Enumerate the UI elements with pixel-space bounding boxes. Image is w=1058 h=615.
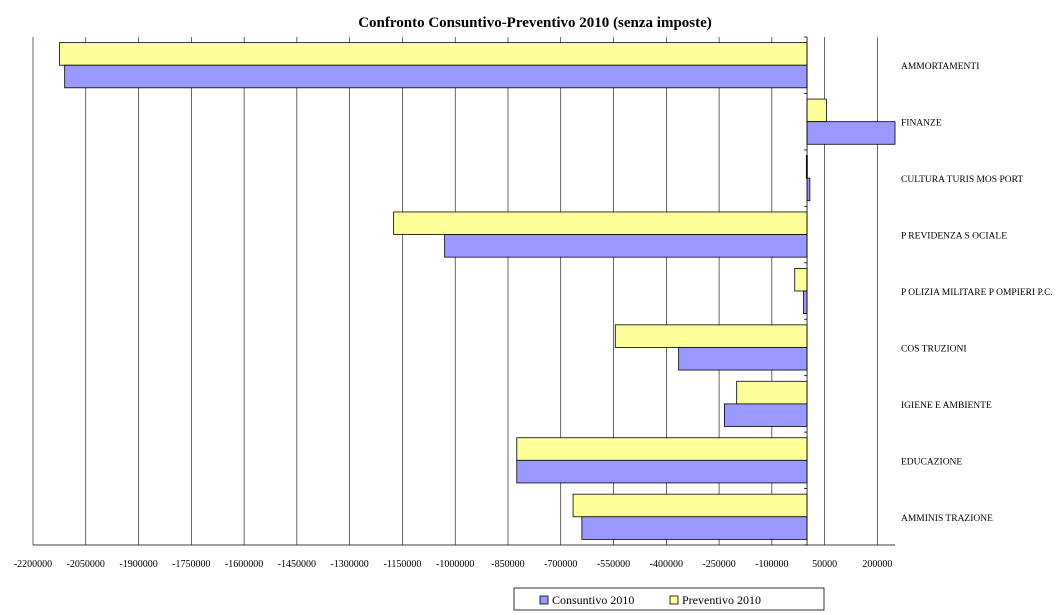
bar-consuntivo [64,64,808,89]
legend-label-preventivo: Preventivo 2010 [682,593,761,607]
bars [58,42,896,540]
bar-consuntivo [678,347,808,371]
bar-consuntivo [516,459,808,484]
x-tick-label: -1150000 [383,559,421,570]
category-label: CULTURA TURIS MOS PORT [901,175,1023,185]
x-tick-label: -1300000 [330,559,368,570]
x-tick-label: -100000 [755,559,788,570]
bar-preventivo [516,437,808,461]
x-tick-label: 50000 [812,559,837,570]
x-tick-label: -250000 [702,559,735,570]
bar-consuntivo [806,177,811,202]
bar-preventivo [794,267,808,292]
x-tick-label: -1450000 [278,559,316,570]
x-tick-label: 200000 [862,559,892,570]
bar-preventivo [572,493,808,518]
legend-box [513,587,825,611]
chart-title: Confronto Consuntivo-Preventivo 2010 (se… [358,15,712,31]
bar-consuntivo [723,403,808,427]
bar-preventivo [806,98,827,123]
x-tick-label: -2200000 [14,559,52,570]
x-tick-label: -1750000 [172,559,210,570]
category-label: P REVIDENZA S OCIALE [901,232,1007,242]
x-tick-label: -850000 [491,559,524,570]
category-label: FINANZE [901,119,942,129]
legend-swatch-preventivo [669,595,679,605]
x-tick-label: -1000000 [436,559,474,570]
x-tick-label: -400000 [650,559,683,570]
category-label: AMMORTAMENTI [901,62,979,72]
legend: Consuntivo 2010 Preventivo 2010 [513,587,825,611]
x-tick-label: -700000 [544,559,577,570]
value-axis: -2200000 -2050000 -1900000 -1750000 -1600000… [14,36,895,570]
legend-label-consuntivo: Consuntivo 2010 [552,593,634,607]
category-label: AMMINIS TRAZIONE [901,514,993,524]
category-label: IGIENE E AMBIENTE [901,401,992,411]
category-labels: AMMORTAMENTI FINANZE CULTURA TURIS MOS POR… [901,62,1053,524]
category-label: COS TRUZIONI [901,344,967,354]
x-tick-label: -1600000 [225,559,263,570]
x-tick-label: -1900000 [119,559,157,570]
bar-preventivo [393,211,808,235]
bar-consuntivo [803,290,808,315]
category-label: EDUCAZIONE [901,457,962,467]
bar-preventivo [736,380,808,405]
bar-consuntivo [806,121,896,145]
bar-consuntivo [581,516,808,540]
x-tick-label: -2050000 [67,559,105,570]
bar-preventivo [58,42,808,66]
x-tick-label: -550000 [597,559,630,570]
bar-consuntivo [444,234,808,258]
category-label: P OLIZIA MILITARE P OMPIERI P.C. [901,288,1053,298]
legend-swatch-consuntivo [539,595,549,605]
bar-preventivo [614,324,808,348]
